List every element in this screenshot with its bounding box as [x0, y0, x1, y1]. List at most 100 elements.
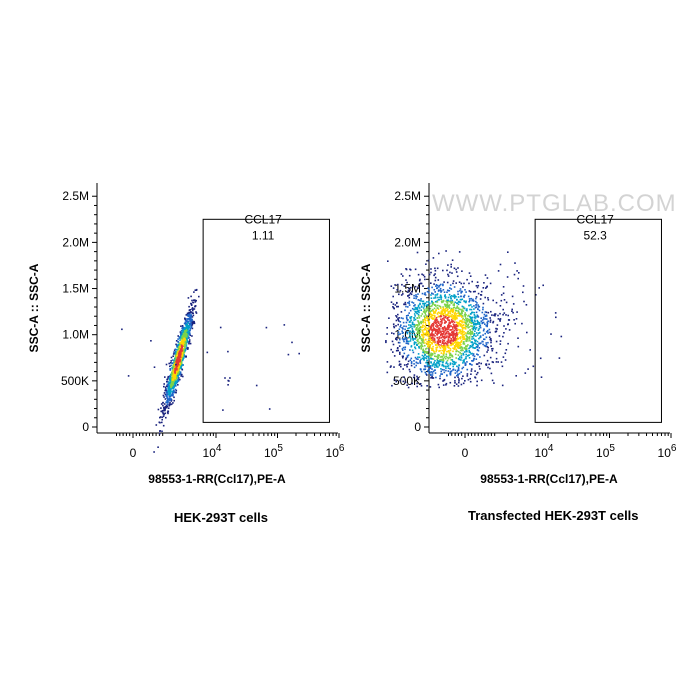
event-dot — [453, 333, 456, 335]
event-dot — [179, 352, 182, 355]
event-dot — [465, 353, 467, 356]
event-dot — [409, 326, 412, 328]
event-dot — [458, 308, 461, 311]
event-dot — [456, 305, 459, 308]
event-dot — [401, 330, 403, 332]
event-dot — [431, 336, 434, 339]
event-dot — [182, 375, 184, 378]
event-dot — [475, 311, 478, 314]
event-dot — [525, 304, 528, 306]
event-dot — [434, 267, 436, 270]
event-dot — [177, 367, 180, 369]
event-dot — [409, 359, 412, 361]
event-dot — [474, 342, 477, 344]
event-dot — [401, 355, 404, 358]
event-dot — [427, 353, 430, 356]
event-dot — [441, 327, 444, 330]
y-axis-label: SSC-A :: SSC-A — [359, 263, 373, 352]
event-dot — [471, 325, 473, 327]
event-dot — [408, 368, 411, 371]
event-dot — [415, 295, 417, 298]
event-dot — [186, 340, 189, 342]
event-dot — [490, 338, 492, 340]
event-dot — [458, 364, 461, 367]
event-dot — [485, 311, 488, 314]
event-dot — [407, 327, 409, 330]
event-dot — [174, 388, 177, 391]
event-dot — [176, 345, 178, 347]
event-dot — [158, 432, 161, 435]
event-dot — [477, 321, 479, 324]
event-dot — [438, 354, 441, 357]
event-dot — [405, 339, 408, 341]
event-dot — [428, 301, 430, 303]
event-dot — [415, 358, 418, 360]
event-dot — [418, 322, 420, 325]
event-dot — [174, 365, 176, 368]
event-dot — [445, 307, 447, 310]
event-dot — [471, 299, 473, 302]
event-dot — [391, 384, 393, 387]
event-dot — [426, 365, 429, 368]
event-dot — [424, 294, 427, 296]
event-dot — [413, 313, 416, 315]
event-dot — [472, 298, 474, 301]
event-dot — [417, 329, 420, 331]
event-dot — [454, 380, 456, 382]
event-dot — [400, 294, 403, 296]
event-dot — [399, 321, 402, 323]
event-dot — [429, 371, 431, 373]
event-dot — [434, 363, 437, 365]
event-dot — [399, 363, 401, 365]
event-dot — [408, 296, 411, 299]
event-dot — [472, 326, 475, 328]
event-dot — [167, 381, 169, 383]
event-dot — [476, 384, 478, 387]
event-dot — [175, 351, 178, 354]
event-dot — [443, 371, 446, 374]
event-dot — [189, 342, 192, 345]
event-dot — [162, 415, 165, 417]
event-dot — [435, 309, 437, 311]
event-dot — [190, 326, 192, 328]
event-dot — [477, 306, 480, 308]
event-dot — [445, 367, 447, 369]
event-dot — [446, 328, 448, 331]
event-dot — [457, 354, 460, 356]
event-dot — [424, 314, 427, 316]
event-dot — [434, 304, 436, 306]
event-dot — [452, 336, 455, 338]
event-dot — [440, 368, 442, 370]
event-dot — [414, 306, 417, 309]
event-dot — [513, 273, 516, 276]
event-dot — [427, 332, 429, 334]
event-dot — [177, 379, 180, 382]
event-dot — [443, 330, 445, 333]
event-dot — [415, 324, 418, 326]
event-dot — [458, 301, 460, 303]
event-dot — [471, 321, 474, 324]
event-dot — [435, 284, 438, 286]
event-dot — [443, 314, 445, 317]
event-dot — [186, 332, 188, 335]
event-dot — [460, 353, 463, 355]
event-dot — [477, 349, 480, 352]
event-dot — [465, 348, 467, 350]
event-dot — [458, 312, 460, 314]
event-dot — [436, 330, 438, 332]
event-dot — [479, 331, 481, 334]
event-dot — [431, 303, 434, 306]
event-dot — [283, 324, 286, 326]
event-dot — [404, 328, 406, 331]
event-dot — [452, 307, 455, 309]
event-dot — [452, 282, 454, 285]
event-dot — [405, 340, 408, 343]
event-dot — [457, 296, 460, 298]
event-dot — [435, 325, 437, 327]
event-dot — [442, 357, 445, 360]
event-dot — [193, 322, 196, 325]
event-dot — [456, 314, 459, 317]
event-dot — [486, 359, 489, 362]
event-dot — [172, 378, 174, 380]
event-dot — [501, 384, 504, 387]
